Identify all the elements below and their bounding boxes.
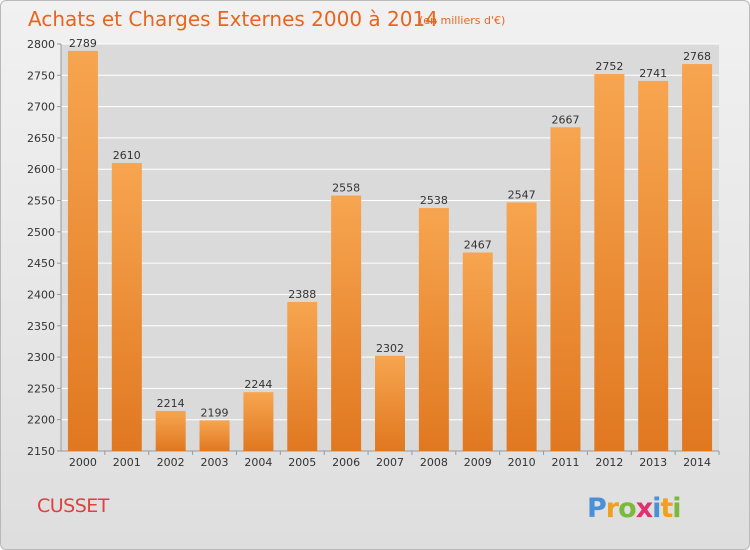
bar-value-label: 2214 <box>157 397 185 410</box>
chart-subtitle: (en milliers d'€) <box>419 14 506 27</box>
bar <box>199 420 230 451</box>
x-tick-label: 2014 <box>683 456 711 469</box>
x-tick-label: 2012 <box>595 456 623 469</box>
city-name: CUSSET <box>37 495 109 517</box>
bar <box>506 202 537 451</box>
bar <box>331 195 362 451</box>
x-tick-label: 2008 <box>420 456 448 469</box>
bar <box>418 208 449 451</box>
bar-value-label: 2752 <box>595 60 623 73</box>
x-tick-label: 2003 <box>201 456 229 469</box>
x-tick-label: 2006 <box>332 456 360 469</box>
bar-value-label: 2388 <box>288 288 316 301</box>
bar-value-label: 2302 <box>376 342 404 355</box>
y-tick-label: 2600 <box>27 163 55 176</box>
bar <box>243 392 274 451</box>
y-tick-label: 2450 <box>27 257 55 270</box>
bar <box>287 301 318 451</box>
chart-title: Achats et Charges Externes 2000 à 2014 <box>28 7 438 31</box>
bar-value-label: 2538 <box>420 194 448 207</box>
y-tick-label: 2550 <box>27 195 55 208</box>
x-tick-label: 2002 <box>157 456 185 469</box>
bar-value-label: 2610 <box>113 149 141 162</box>
bar-value-label: 2789 <box>69 37 97 50</box>
bar <box>682 64 713 451</box>
y-tick-label: 2250 <box>27 382 55 395</box>
x-tick-label: 2000 <box>69 456 97 469</box>
y-tick-label: 2800 <box>27 38 55 51</box>
x-tick-label: 2007 <box>376 456 404 469</box>
bar-value-label: 2667 <box>551 113 579 126</box>
x-tick-label: 2010 <box>508 456 536 469</box>
bar-value-label: 2467 <box>464 239 492 252</box>
bar <box>462 252 493 451</box>
y-tick-label: 2700 <box>27 101 55 114</box>
bar-value-label: 2244 <box>244 378 272 391</box>
bar-value-label: 2199 <box>201 406 229 419</box>
x-tick-label: 2005 <box>288 456 316 469</box>
bar <box>155 410 186 451</box>
bar-value-label: 2558 <box>332 182 360 195</box>
x-tick-label: 2011 <box>551 456 579 469</box>
bar-value-label: 2547 <box>508 188 536 201</box>
bar-value-label: 2741 <box>639 67 667 80</box>
y-tick-label: 2650 <box>27 132 55 145</box>
y-tick-label: 2300 <box>27 351 55 364</box>
x-tick-label: 2013 <box>639 456 667 469</box>
bar <box>67 50 98 451</box>
y-tick-label: 2750 <box>27 69 55 82</box>
bar <box>111 162 142 451</box>
bar <box>638 80 669 451</box>
y-tick-label: 2350 <box>27 320 55 333</box>
y-tick-label: 2200 <box>27 414 55 427</box>
y-tick-label: 2150 <box>27 445 55 458</box>
bar <box>550 127 581 451</box>
y-tick-label: 2500 <box>27 226 55 239</box>
bar <box>594 74 625 451</box>
x-tick-label: 2009 <box>464 456 492 469</box>
y-tick-label: 2400 <box>27 288 55 301</box>
bar-value-label: 2768 <box>683 50 711 63</box>
x-tick-label: 2004 <box>244 456 272 469</box>
x-tick-label: 2001 <box>113 456 141 469</box>
proxiti-logo[interactable]: Proxiti <box>585 487 695 527</box>
svg-text:Proxiti: Proxiti <box>587 493 681 524</box>
bar <box>375 355 405 451</box>
